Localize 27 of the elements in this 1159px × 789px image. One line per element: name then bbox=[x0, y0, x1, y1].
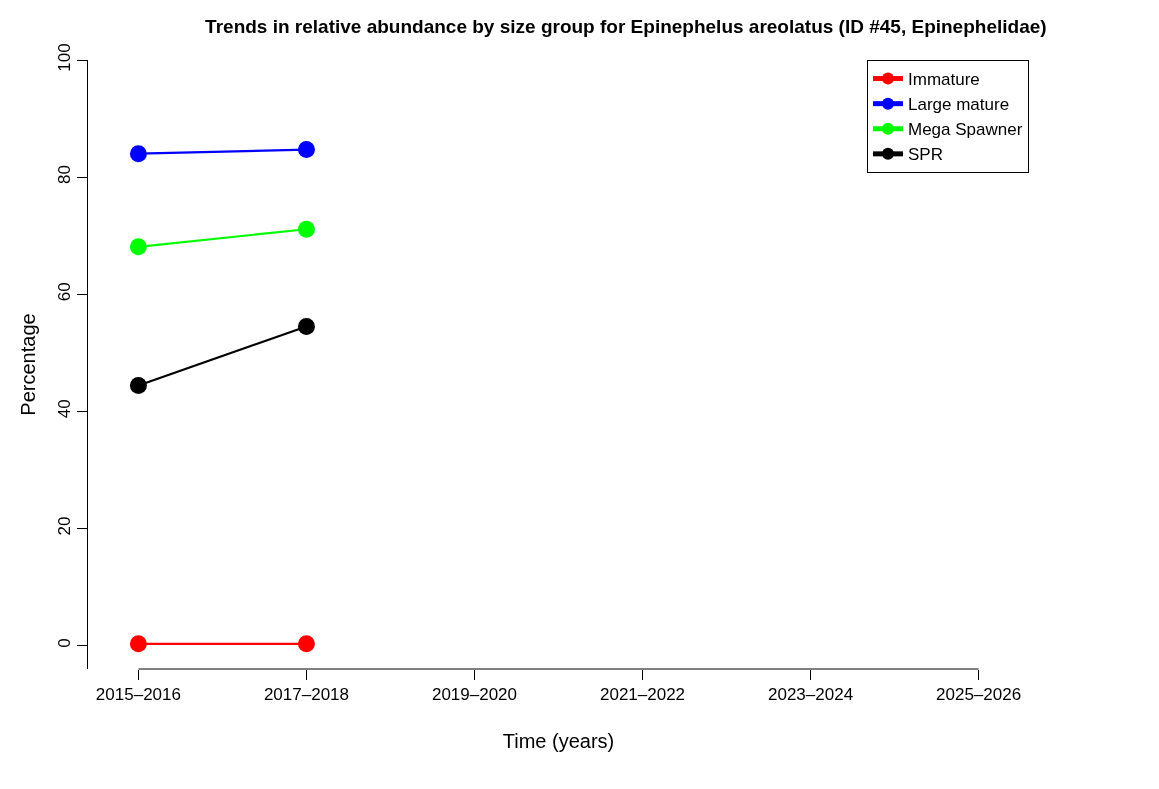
y-axis-title: Percentage bbox=[16, 313, 39, 416]
chart-title: Trends in relative abundance by size group for Epinephelus areolatus (ID #45, Epinephelidae) bbox=[205, 16, 1047, 38]
point bbox=[129, 377, 147, 395]
x-tick-label: 2023–2024 bbox=[768, 685, 854, 705]
legend-label: Mega Spawner bbox=[908, 120, 1023, 140]
y-tick-label: 20 bbox=[55, 516, 75, 536]
point bbox=[297, 317, 315, 335]
legend-label: Large mature bbox=[908, 95, 1010, 115]
y-tick-label: 80 bbox=[55, 165, 75, 185]
y-tick-label: 0 bbox=[55, 638, 75, 648]
y-tick-label: 100 bbox=[55, 43, 75, 72]
x-axis-title: Time (years) bbox=[502, 729, 615, 752]
point bbox=[297, 635, 315, 653]
x-tick-label: 2019–2020 bbox=[431, 685, 518, 705]
point bbox=[297, 141, 315, 159]
point bbox=[129, 238, 147, 256]
y-tick-label: 60 bbox=[55, 282, 75, 302]
x-tick-label: 2015–2016 bbox=[95, 685, 181, 705]
x-tick-label: 2017–2018 bbox=[263, 685, 349, 705]
point bbox=[297, 220, 315, 238]
x-tick-label: 2021–2022 bbox=[599, 685, 686, 705]
y-tick-label: 40 bbox=[55, 399, 75, 419]
x-tick-label: 2025–2026 bbox=[936, 685, 1022, 705]
legend-label: SPR bbox=[908, 145, 943, 165]
legend-label: Immature bbox=[908, 70, 980, 90]
point bbox=[129, 635, 147, 653]
point bbox=[129, 145, 147, 163]
